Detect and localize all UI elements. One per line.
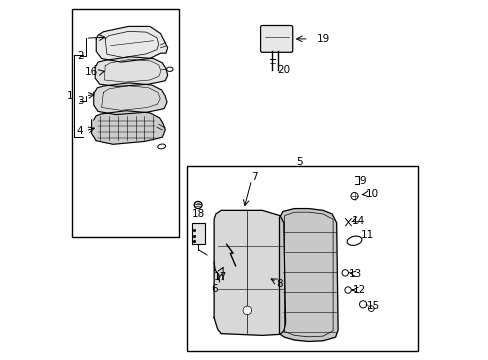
Polygon shape xyxy=(91,111,165,144)
Text: 17: 17 xyxy=(213,272,226,282)
Bar xyxy=(72,9,179,237)
Text: 3: 3 xyxy=(77,96,83,107)
Text: 1: 1 xyxy=(67,91,74,101)
Circle shape xyxy=(350,193,357,200)
Polygon shape xyxy=(95,57,167,86)
Ellipse shape xyxy=(166,67,173,71)
Ellipse shape xyxy=(158,144,165,149)
Polygon shape xyxy=(214,210,285,336)
Bar xyxy=(187,166,417,351)
Polygon shape xyxy=(96,26,167,62)
Circle shape xyxy=(341,270,348,276)
Text: 10: 10 xyxy=(365,189,378,199)
FancyBboxPatch shape xyxy=(260,26,292,52)
Text: 11: 11 xyxy=(360,230,373,240)
Text: 16: 16 xyxy=(85,67,98,77)
Text: 2: 2 xyxy=(77,51,83,61)
Text: 15: 15 xyxy=(366,301,380,311)
Text: 12: 12 xyxy=(352,285,366,295)
Circle shape xyxy=(243,306,251,315)
Bar xyxy=(191,223,205,244)
Polygon shape xyxy=(279,208,337,342)
Text: 6: 6 xyxy=(211,284,217,294)
Ellipse shape xyxy=(194,202,202,208)
Text: 9: 9 xyxy=(359,176,366,186)
Text: 14: 14 xyxy=(351,216,365,226)
Ellipse shape xyxy=(346,236,361,246)
Text: 18: 18 xyxy=(191,209,204,219)
Text: 8: 8 xyxy=(276,279,282,289)
Text: 13: 13 xyxy=(348,269,361,279)
Text: 5: 5 xyxy=(296,157,303,167)
Text: 19: 19 xyxy=(316,34,329,44)
Circle shape xyxy=(344,287,350,293)
Text: 4: 4 xyxy=(77,126,83,136)
Circle shape xyxy=(367,306,373,311)
Polygon shape xyxy=(94,83,166,114)
Circle shape xyxy=(359,301,366,308)
Text: 20: 20 xyxy=(277,65,290,75)
Text: 7: 7 xyxy=(251,172,257,182)
